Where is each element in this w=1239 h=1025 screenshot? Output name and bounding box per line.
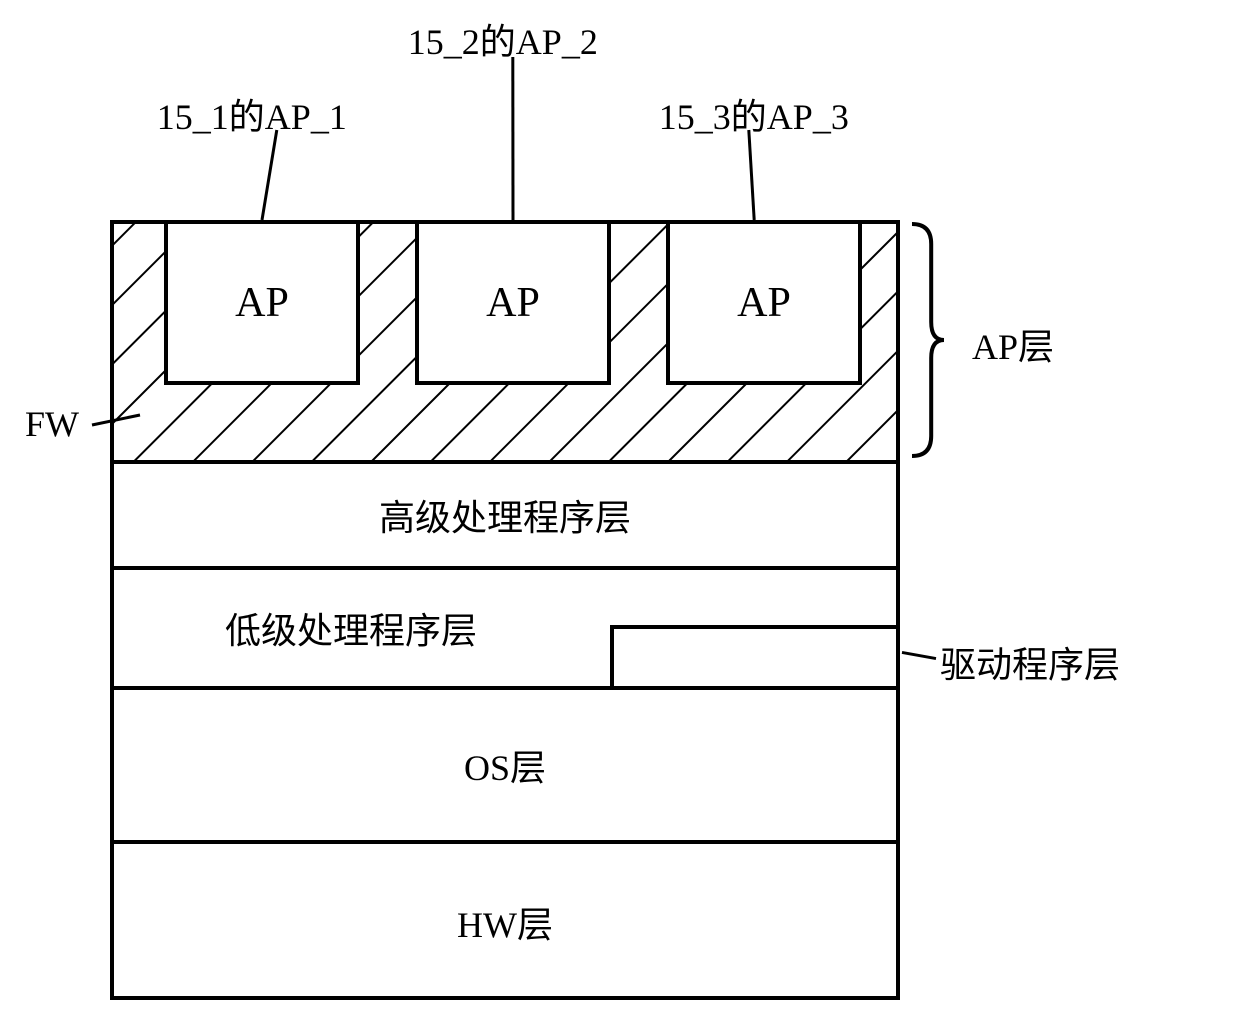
layer-label-high: 高级处理程序层 [379,489,631,541]
ap-layer-label: AP层 [972,318,1054,370]
fw-label: FW [25,403,79,445]
ap-box-label-1: AP [235,279,289,327]
layer-label-hw: HW层 [457,896,553,948]
ap-callout-1: 15_1的AP_1 [157,88,347,140]
ap-box-2: AP [415,220,611,385]
ap-box-1: AP [164,220,360,385]
ap-boxes-container: AP AP AP [110,220,900,385]
layer-os: OS层 [110,686,900,840]
layer-high: 高级处理程序层 [110,460,900,566]
driver-layer-label: 驱动程序层 [940,636,1120,688]
ap-box-label-3: AP [737,279,791,327]
layer-label-os: OS层 [464,739,546,791]
ap-box-3: AP [666,220,862,385]
layer-label-low: 低级处理程序层 [225,602,477,654]
ap-box-label-2: AP [486,279,540,327]
ap-callout-2: 15_2的AP_2 [408,13,598,65]
driver-sub-box [610,625,900,686]
layer-hw: HW层 [110,840,900,1000]
ap-callout-3: 15_3的AP_3 [659,88,849,140]
